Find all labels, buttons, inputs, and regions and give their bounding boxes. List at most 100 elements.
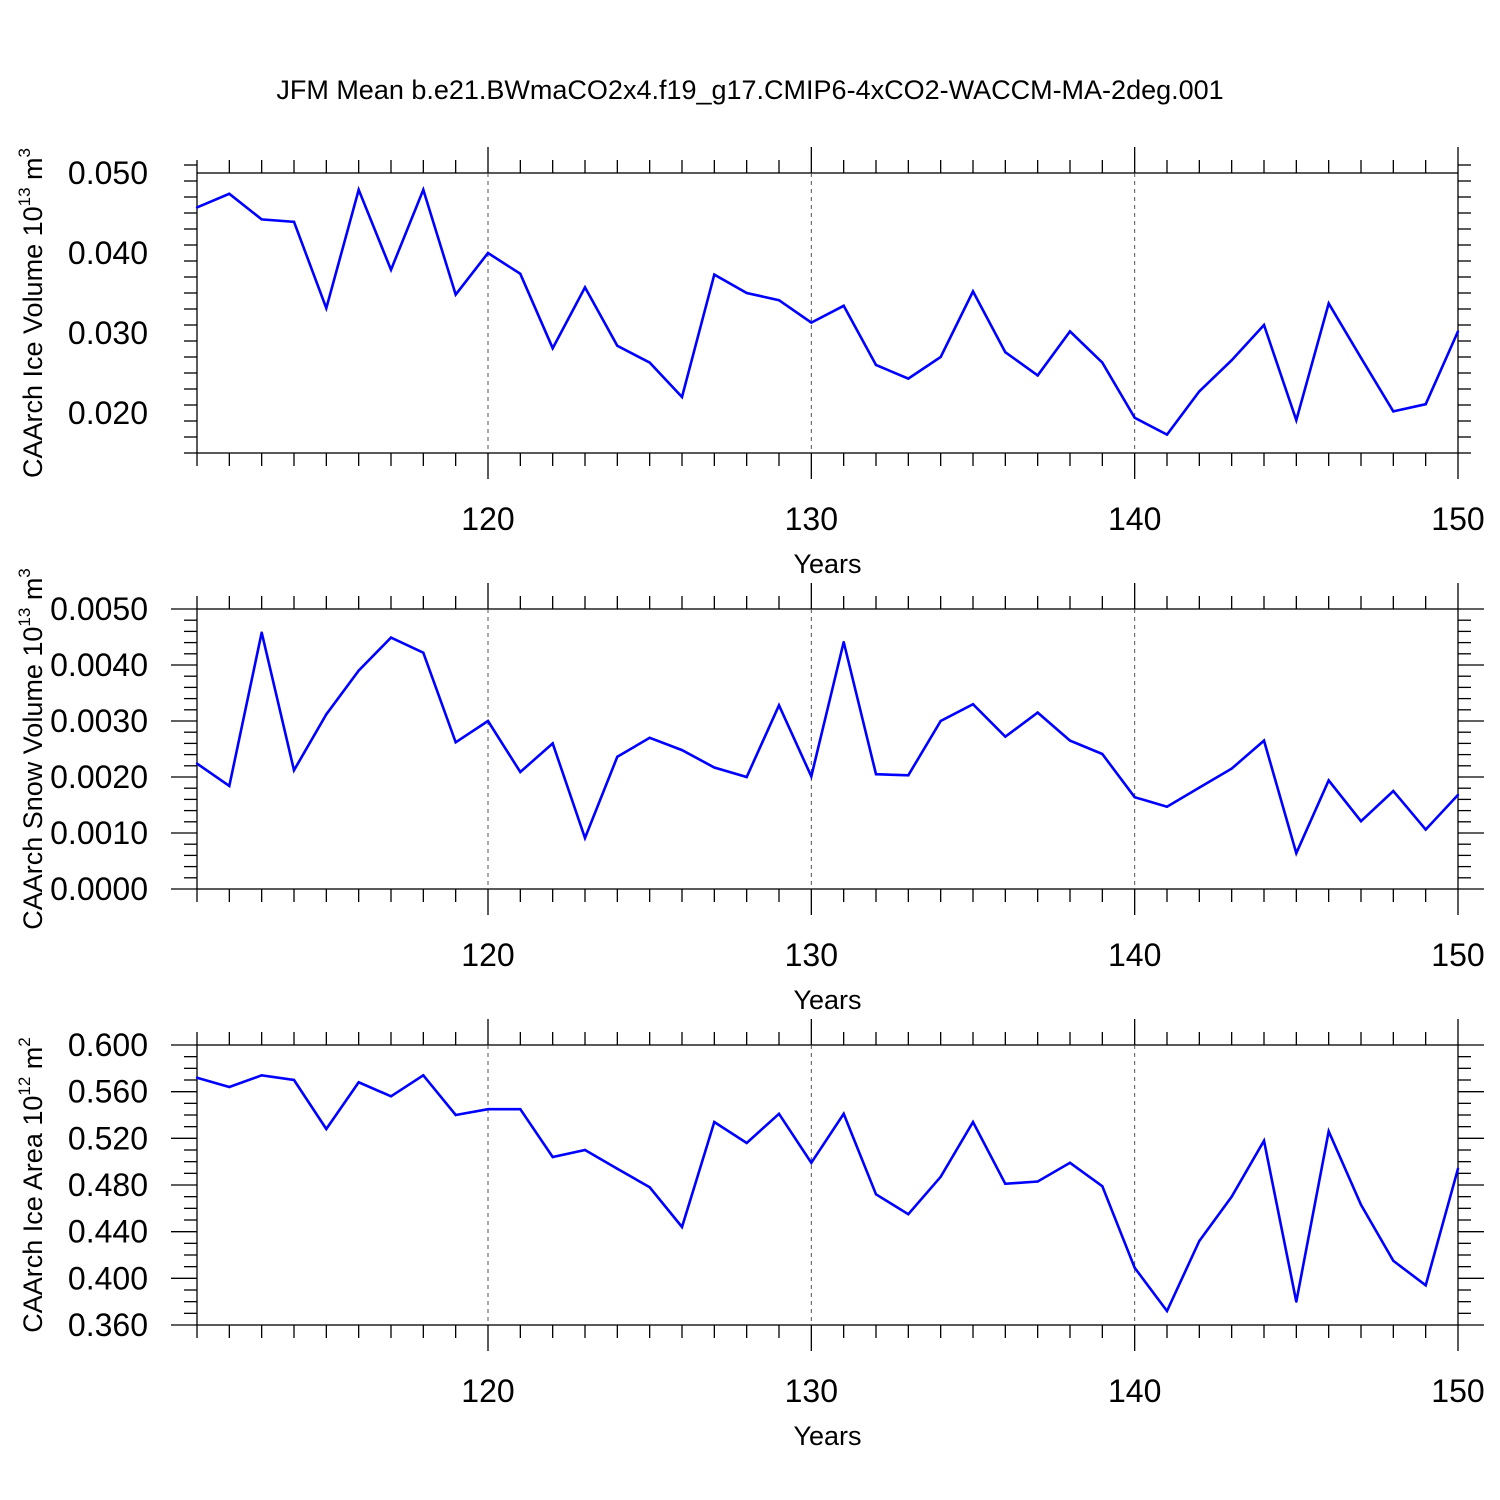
data-point: [616, 755, 619, 759]
data-point: [939, 1175, 942, 1179]
series-line: [196, 632, 1459, 857]
x-tick-label: 120: [461, 1373, 514, 1409]
data-point: [325, 307, 328, 310]
data-point: [842, 1112, 845, 1116]
data-point: [1392, 410, 1395, 413]
data-point: [1036, 374, 1039, 377]
y-tick-label: 0.360: [68, 1307, 148, 1343]
data-point: [1133, 795, 1136, 799]
data-point: [680, 748, 684, 752]
data-point: [971, 703, 975, 706]
data-point: [551, 742, 554, 745]
data-point: [1036, 711, 1039, 714]
chart-panel-1: 120 130 140 150 Years 0.020 0.030 0.040 0.050 CAA…: [15, 147, 1485, 579]
y-axis-label-superscript: 13: [15, 608, 34, 627]
data-point: [648, 1186, 651, 1189]
data-point: [1456, 1167, 1460, 1170]
data-point: [616, 344, 619, 347]
data-point: [874, 773, 878, 776]
data-point: [195, 1076, 199, 1079]
x-axis-label: Years: [793, 549, 861, 579]
data-point: [907, 774, 910, 777]
y-axis-label-text: m: [18, 578, 48, 608]
data-point: [874, 1193, 878, 1196]
y-tick-label: 0.040: [68, 235, 148, 271]
data-point: [1068, 330, 1072, 333]
data-point: [519, 272, 522, 275]
data-point: [583, 1148, 587, 1152]
data-point: [228, 1085, 231, 1089]
x-tick-label: 140: [1108, 937, 1161, 973]
data-point: [1101, 1184, 1104, 1188]
y-axis-label-superscript: 13: [15, 187, 34, 206]
data-point: [745, 291, 748, 295]
data-point: [616, 1167, 619, 1170]
data-point: [1262, 323, 1266, 327]
data-point: [1456, 330, 1460, 333]
data-point: [486, 1107, 490, 1111]
x-tick-label: 130: [785, 1373, 838, 1409]
data-point: [422, 1074, 425, 1077]
y-axis-label-superscript: 3: [15, 568, 34, 577]
data-point: [1327, 1130, 1330, 1133]
data-point: [1230, 359, 1233, 362]
data-point: [1295, 1300, 1298, 1303]
data-point: [1295, 419, 1298, 422]
data-point: [907, 1212, 910, 1216]
plot-frame: [196, 1044, 1459, 1326]
series-line: [196, 185, 1460, 437]
data-point: [357, 188, 360, 191]
data-point: [486, 251, 490, 255]
data-point: [519, 770, 522, 774]
data-point: [1262, 739, 1266, 742]
data-point: [1392, 1259, 1395, 1263]
y-axis-label-text: m: [18, 1047, 48, 1077]
data-point: [486, 719, 490, 723]
data-point: [1424, 403, 1427, 406]
y-tick-label: 0.0040: [50, 647, 148, 683]
y-axis-label-superscript: 2: [15, 1037, 34, 1046]
data-point: [648, 736, 651, 739]
y-tick-label: 0.440: [68, 1214, 148, 1250]
plot-frame: [196, 172, 1459, 454]
x-tick-label: 150: [1431, 1373, 1484, 1409]
x-tick-label: 130: [785, 501, 838, 537]
plot-frame: [196, 608, 1459, 890]
data-point: [583, 286, 587, 289]
data-point: [1327, 302, 1330, 305]
data-point: [1165, 1309, 1169, 1313]
data-point: [745, 1141, 748, 1145]
data-point: [1133, 416, 1136, 419]
data-point: [842, 304, 845, 307]
data-point: [1327, 779, 1330, 782]
data-point: [1198, 1239, 1201, 1243]
data-point: [551, 347, 554, 350]
data-point: [810, 775, 813, 778]
data-point: [551, 1155, 554, 1159]
data-point: [422, 651, 425, 654]
y-tick-label: 0.0010: [50, 815, 148, 851]
data-point: [454, 1113, 457, 1117]
data-point: [1359, 1203, 1363, 1207]
data-point: [842, 640, 845, 644]
y-tick-label: 0.0050: [50, 591, 148, 627]
data-point: [325, 1127, 328, 1131]
data-point: [1036, 1180, 1039, 1183]
data-point: [389, 1095, 393, 1098]
y-axis-label-superscript: 12: [15, 1077, 34, 1096]
data-point: [1165, 805, 1169, 808]
x-axis-label: Years: [793, 985, 861, 1015]
x-axis-label: Years: [793, 1421, 861, 1451]
data-point: [389, 636, 393, 639]
y-axis-label-text: CAArch Ice Volume 10: [18, 206, 48, 478]
data-point: [1198, 786, 1201, 789]
data-point: [1198, 390, 1201, 393]
x-tick-label: 150: [1431, 501, 1484, 537]
data-point: [1004, 351, 1007, 354]
data-point: [1262, 1139, 1266, 1142]
y-tick-label: 0.050: [68, 155, 148, 191]
data-point: [713, 273, 716, 276]
data-point: [907, 377, 910, 380]
data-point: [260, 631, 263, 634]
data-point: [1424, 828, 1427, 831]
